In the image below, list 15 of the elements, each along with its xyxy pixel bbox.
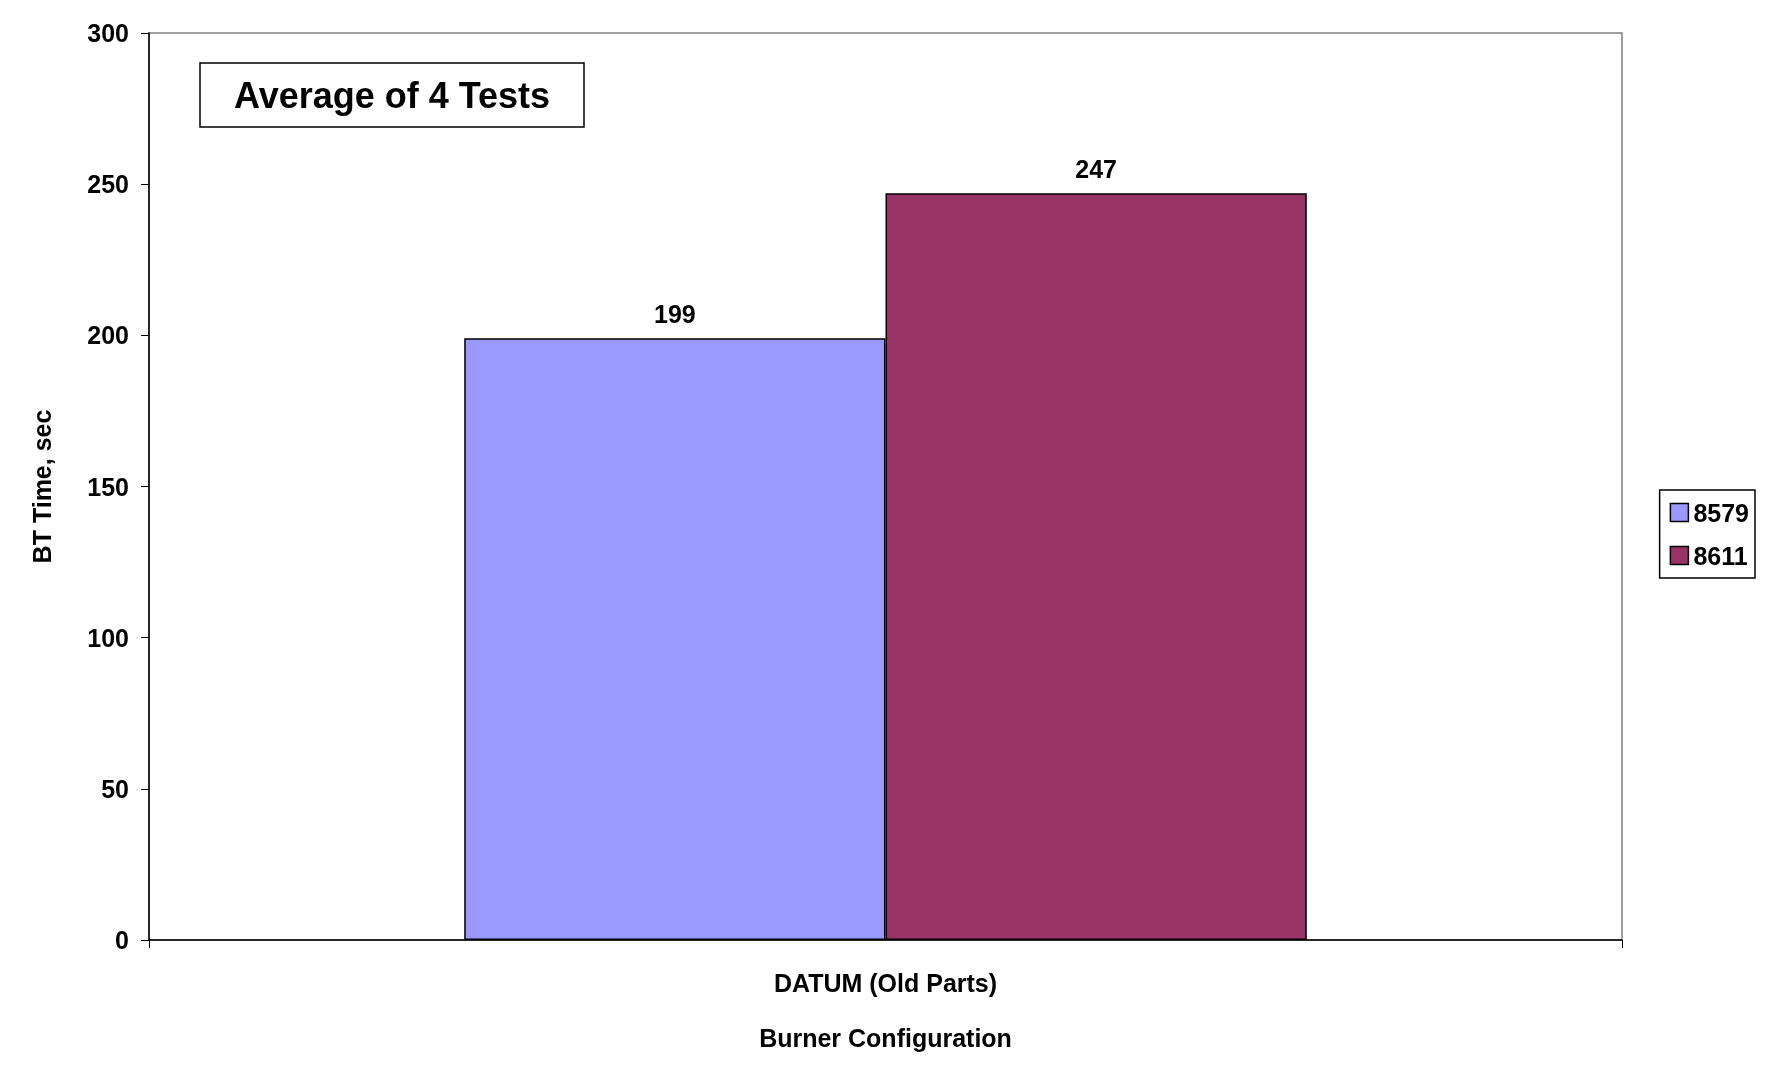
data-label: 247 <box>1075 154 1117 183</box>
text: Average of 4 Tests <box>234 74 551 116</box>
y-tick-label: 50 <box>101 774 129 803</box>
y-tick-label: 200 <box>87 321 129 350</box>
y-tick-label: 300 <box>87 19 129 47</box>
y-tick-label: 150 <box>87 472 129 501</box>
y-tick-label: 250 <box>87 170 129 199</box>
y-axis-title: BT Time, sec <box>27 409 56 564</box>
x-axis-title: Burner Configuration <box>759 1023 1012 1052</box>
x-tick-label: DATUM (Old Parts) <box>773 968 998 997</box>
legend-label: 8579 <box>1693 498 1750 527</box>
legend-label: 8611 <box>1693 541 1748 570</box>
y-tick-label: 0 <box>115 926 129 954</box>
data-label: 199 <box>654 299 696 328</box>
y-tick-label: 100 <box>87 623 129 652</box>
